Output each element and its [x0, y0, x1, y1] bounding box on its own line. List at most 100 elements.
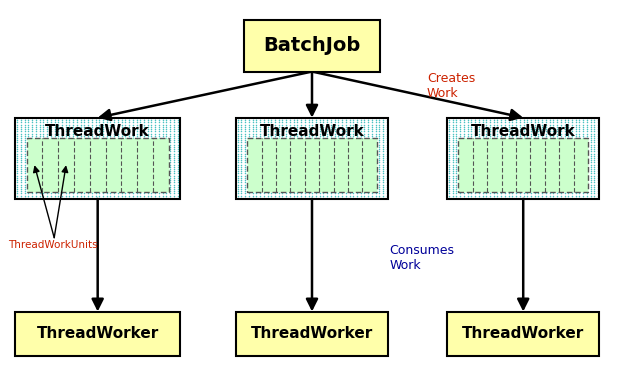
Point — [378, 159, 388, 165]
Point — [16, 159, 26, 165]
Point — [341, 182, 351, 187]
Point — [16, 146, 26, 152]
Point — [120, 153, 130, 159]
Point — [567, 161, 577, 167]
Point — [322, 193, 332, 199]
Point — [46, 164, 56, 170]
Point — [378, 135, 388, 141]
Point — [333, 153, 343, 159]
Point — [90, 135, 100, 141]
Point — [575, 170, 585, 176]
Point — [322, 122, 332, 128]
Point — [571, 161, 581, 167]
Point — [278, 159, 288, 165]
Point — [477, 164, 487, 170]
Point — [296, 137, 306, 143]
Point — [541, 135, 551, 141]
Point — [150, 151, 160, 157]
Point — [120, 135, 130, 141]
Point — [113, 170, 123, 176]
Point — [575, 135, 585, 141]
Point — [102, 193, 112, 199]
Text: ThreadWorker: ThreadWorker — [251, 326, 373, 341]
Point — [455, 193, 465, 199]
Point — [382, 157, 392, 163]
Point — [135, 142, 145, 148]
Point — [500, 140, 510, 145]
Point — [455, 190, 465, 196]
Point — [266, 148, 276, 154]
Point — [24, 126, 34, 132]
Point — [87, 151, 97, 157]
Point — [105, 170, 115, 176]
Point — [139, 117, 149, 123]
Point — [165, 193, 175, 199]
Point — [296, 133, 306, 139]
Point — [477, 126, 487, 132]
Point — [492, 131, 502, 137]
Point — [38, 119, 48, 125]
Point — [236, 179, 246, 185]
Point — [367, 137, 377, 143]
Point — [481, 126, 491, 132]
Point — [363, 195, 373, 201]
Point — [266, 140, 276, 145]
Point — [68, 168, 78, 174]
Point — [285, 186, 295, 192]
Point — [578, 161, 588, 167]
Point — [552, 140, 562, 145]
Point — [311, 184, 321, 190]
Point — [274, 126, 284, 132]
Point — [98, 164, 108, 170]
Point — [24, 182, 34, 187]
Point — [20, 155, 30, 161]
Point — [274, 128, 284, 134]
Point — [87, 170, 97, 176]
Point — [263, 142, 273, 148]
Point — [94, 193, 104, 199]
Point — [537, 133, 547, 139]
Point — [124, 122, 134, 128]
Point — [477, 142, 487, 148]
Point — [593, 124, 603, 130]
Point — [352, 144, 362, 150]
Point — [563, 195, 573, 201]
Point — [124, 166, 134, 172]
Point — [38, 142, 48, 148]
Point — [511, 170, 521, 176]
Point — [451, 193, 461, 199]
Point — [143, 135, 153, 141]
Point — [168, 159, 178, 165]
Point — [333, 144, 343, 150]
Point — [266, 122, 276, 128]
Point — [541, 153, 551, 159]
Point — [455, 153, 465, 159]
Point — [352, 161, 362, 167]
Point — [447, 190, 457, 196]
Point — [371, 157, 381, 163]
Point — [444, 173, 454, 179]
Point — [98, 144, 108, 150]
Point — [556, 151, 566, 157]
Point — [485, 126, 495, 132]
Point — [571, 190, 581, 196]
Point — [367, 190, 377, 196]
Point — [318, 148, 328, 154]
Point — [165, 184, 175, 190]
Point — [143, 133, 153, 139]
Point — [575, 155, 585, 161]
Point — [150, 119, 160, 125]
Point — [64, 137, 74, 143]
Point — [132, 135, 142, 141]
Point — [34, 146, 44, 152]
Point — [143, 188, 153, 194]
Point — [94, 137, 104, 143]
Point — [556, 166, 566, 172]
Point — [289, 177, 299, 183]
Point — [165, 126, 175, 132]
Point — [172, 151, 182, 157]
Point — [363, 151, 373, 157]
Point — [27, 175, 37, 181]
Point — [477, 173, 487, 179]
Point — [374, 131, 384, 137]
